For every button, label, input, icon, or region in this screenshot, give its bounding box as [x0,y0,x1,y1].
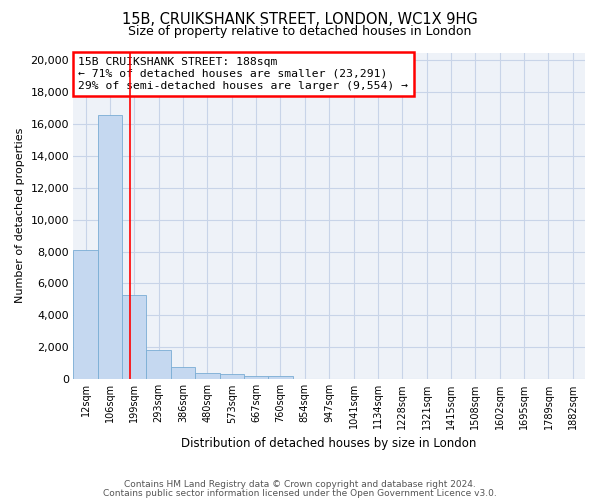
Bar [244,376,268,379]
Bar [220,374,244,379]
Text: Contains HM Land Registry data © Crown copyright and database right 2024.: Contains HM Land Registry data © Crown c… [124,480,476,489]
Bar [171,367,195,379]
Bar [122,294,146,379]
Bar [98,114,122,379]
Bar [268,376,293,379]
X-axis label: Distribution of detached houses by size in London: Distribution of detached houses by size … [181,437,477,450]
Text: Size of property relative to detached houses in London: Size of property relative to detached ho… [128,25,472,38]
Bar [195,373,220,379]
Text: 15B, CRUIKSHANK STREET, LONDON, WC1X 9HG: 15B, CRUIKSHANK STREET, LONDON, WC1X 9HG [122,12,478,28]
Text: Contains public sector information licensed under the Open Government Licence v3: Contains public sector information licen… [103,488,497,498]
Bar [73,250,98,379]
Y-axis label: Number of detached properties: Number of detached properties [15,128,25,304]
Text: 15B CRUIKSHANK STREET: 188sqm
← 71% of detached houses are smaller (23,291)
29% : 15B CRUIKSHANK STREET: 188sqm ← 71% of d… [79,58,409,90]
Bar [146,350,171,379]
